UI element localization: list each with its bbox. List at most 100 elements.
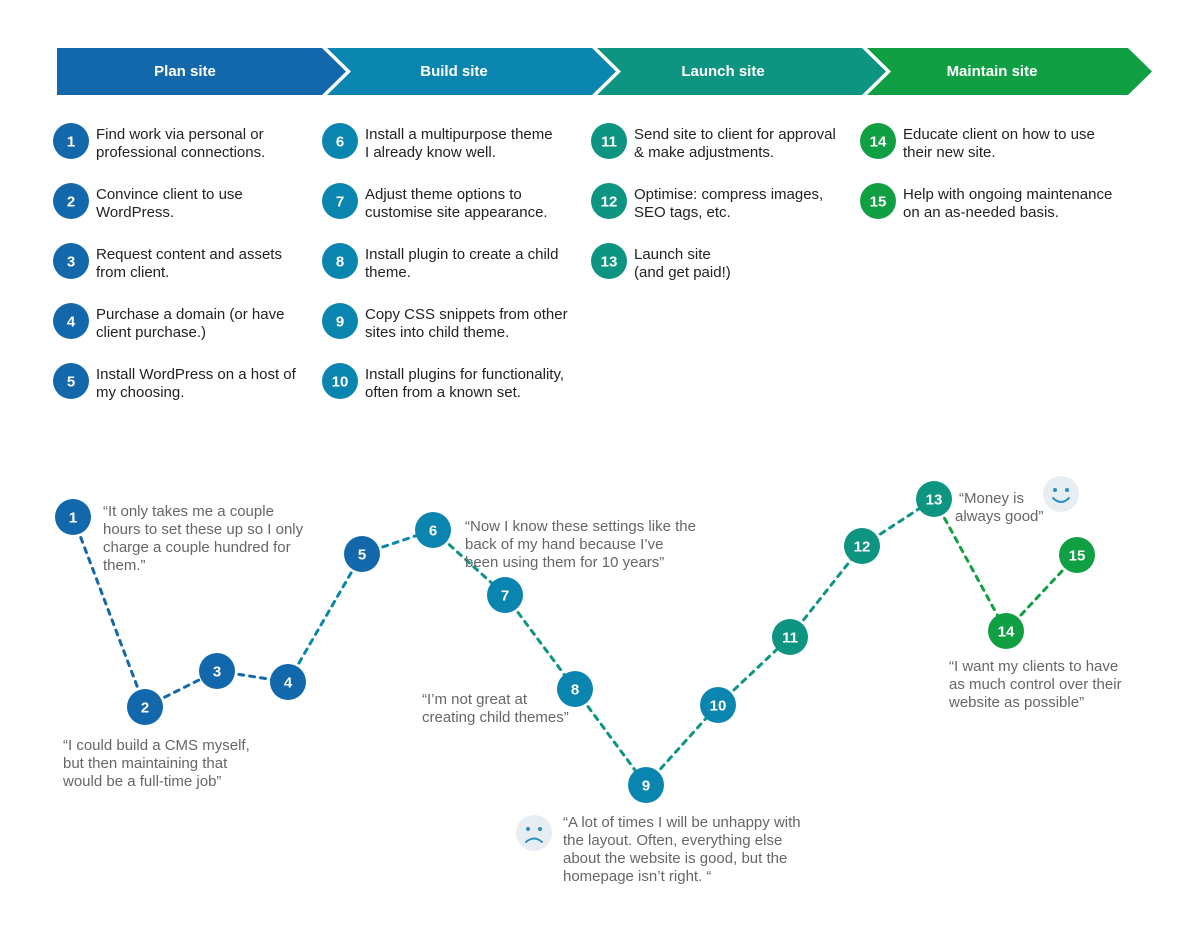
step-number: 12: [601, 194, 618, 211]
journey-node-circle: [199, 653, 235, 689]
step-number-badge: [322, 123, 358, 159]
journey-node-number: 7: [501, 588, 509, 605]
quote-line: as much control over their: [949, 676, 1122, 693]
step-text-line: professional connections.: [96, 144, 265, 161]
step-item: 14 Educate client on how to use their ne…: [860, 123, 1095, 161]
journey-node-circle: [700, 687, 736, 723]
quote-line: charge a couple hundred for: [103, 539, 291, 556]
step-number: 1: [67, 134, 75, 151]
step-number-badge: [591, 123, 627, 159]
journey-node-circle: [628, 767, 664, 803]
step-number-badge: [53, 243, 89, 279]
phase-plan-chevron: Plan site: [57, 48, 346, 95]
step-text-line: Install plugins for functionality,: [365, 366, 564, 383]
step-number: 6: [336, 134, 344, 151]
journey-node: 12: [844, 528, 880, 564]
journey-node-number: 9: [642, 778, 650, 795]
journey-node-circle: [1059, 537, 1095, 573]
journey-segment: [573, 687, 648, 787]
step-list-maintain: 14 Educate client on how to use their ne…: [860, 123, 1112, 221]
journey-node: 15: [1059, 537, 1095, 573]
step-number-badge: [860, 123, 896, 159]
journey-node: 5: [344, 536, 380, 572]
journey-node-number: 12: [854, 539, 871, 556]
quote-line: homepage isn’t right. “: [563, 868, 711, 885]
quote-step-6: “Now I know these settings like the back…: [465, 518, 696, 571]
quote-line: “I’m not great at: [422, 691, 528, 708]
journey-node-circle: [487, 577, 523, 613]
step-text-line: customise site appearance.: [365, 204, 548, 221]
quote-step-9: “A lot of times I will be unhappy with t…: [563, 814, 801, 885]
journey-node: 10: [700, 687, 736, 723]
journey-segment: [788, 544, 864, 639]
phase-launch-label: Launch site: [681, 63, 764, 80]
phase-launch-chevron: Launch site: [597, 48, 886, 95]
step-number: 4: [67, 314, 76, 331]
quote-line: “I could build a CMS myself,: [63, 737, 250, 754]
step-number: 11: [601, 134, 617, 151]
step-text-line: Send site to client for approval: [634, 126, 836, 143]
step-lists: 1 Find work via personal or professional…: [53, 123, 1112, 401]
phase-plan-label: Plan site: [154, 63, 216, 80]
journey-node-number: 10: [710, 698, 727, 715]
journey-segment: [932, 497, 1008, 633]
step-text-line: on an as-needed basis.: [903, 204, 1059, 221]
step-text-line: from client.: [96, 264, 169, 281]
step-number: 2: [67, 194, 75, 211]
step-item: 2 Convince client to use WordPress.: [53, 183, 243, 221]
journey-node-circle: [916, 481, 952, 517]
quote-line: always good”: [955, 508, 1043, 525]
journey-node-number: 4: [284, 675, 293, 692]
journey-quotes: “It only takes me a couple hours to set …: [62, 490, 1122, 885]
journey-node: 8: [557, 671, 593, 707]
step-number-badge: [53, 183, 89, 219]
journey-node: 1: [55, 499, 91, 535]
step-text-line: SEO tags, etc.: [634, 204, 731, 221]
step-number: 7: [336, 194, 344, 211]
quote-line: the layout. Often, everything else: [563, 832, 782, 849]
quote-step-2: “I could build a CMS myself, but then ma…: [62, 737, 250, 790]
step-number-badge: [53, 303, 89, 339]
step-item: 9 Copy CSS snippets from other sites int…: [322, 303, 568, 341]
journey-node-number: 11: [782, 630, 798, 647]
quote-line: back of my hand because I’ve: [465, 536, 663, 553]
step-number-badge: [322, 183, 358, 219]
journey-node-circle: [988, 613, 1024, 649]
step-list-build: 6 Install a multipurpose theme I already…: [322, 123, 568, 401]
journey-node: 6: [415, 512, 451, 548]
journey-node: 11: [772, 619, 808, 655]
quote-line: about the website is good, but the: [563, 850, 787, 867]
journey-node-circle: [557, 671, 593, 707]
journey-segment: [71, 515, 147, 709]
step-number: 5: [67, 374, 75, 391]
step-text-line: Adjust theme options to: [365, 186, 522, 203]
journey-node-circle: [270, 664, 306, 700]
journey-node-circle: [415, 512, 451, 548]
journey-node-circle: [127, 689, 163, 725]
step-text-line: often from a known set.: [365, 384, 521, 401]
step-text-line: (and get paid!): [634, 264, 731, 281]
step-number-badge: [322, 243, 358, 279]
journey-segment: [286, 552, 364, 684]
step-number: 8: [336, 254, 344, 271]
step-text-line: WordPress.: [96, 204, 174, 221]
step-number-badge: [860, 183, 896, 219]
step-number: 9: [336, 314, 344, 331]
step-text-line: Purchase a domain (or have: [96, 306, 284, 323]
step-text-line: Help with ongoing maintenance: [903, 186, 1112, 203]
step-text-line: theme.: [365, 264, 411, 281]
journey-node-number: 13: [926, 492, 943, 509]
quote-line: “I want my clients to have: [949, 658, 1118, 675]
journey-node-number: 2: [141, 700, 149, 717]
step-number-badge: [53, 123, 89, 159]
journey-node-number: 5: [358, 547, 366, 564]
quote-line: “A lot of times I will be unhappy with: [563, 814, 801, 831]
journey-node-circle: [55, 499, 91, 535]
quote-line: but then maintaining that: [63, 755, 228, 772]
step-item: 3 Request content and assets from client…: [53, 243, 282, 281]
journey-node-number: 3: [213, 664, 221, 681]
step-number: 15: [870, 194, 887, 211]
step-text-line: I already know well.: [365, 144, 496, 161]
step-text-line: Request content and assets: [96, 246, 282, 263]
